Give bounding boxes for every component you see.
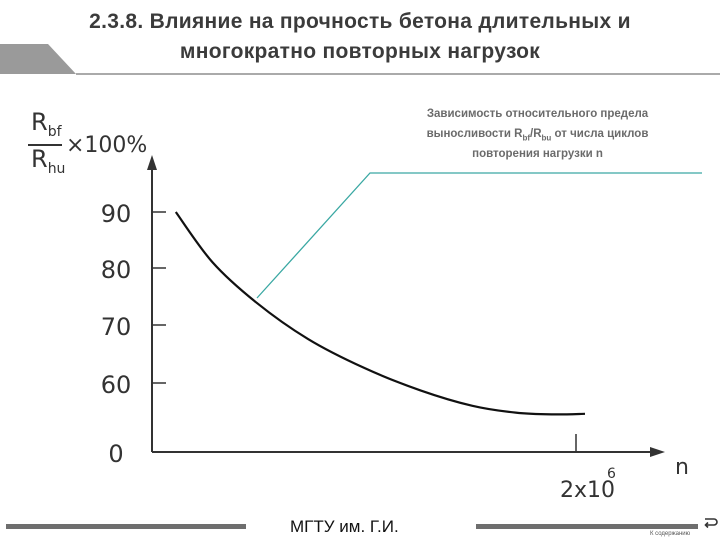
x-tick-label: 2x10: [560, 478, 615, 503]
x-tick-label-exponent: 6: [607, 466, 616, 482]
annotation-sub: bu: [541, 133, 552, 143]
data-curve: [174, 211, 586, 416]
chart-annotation: Зависимость относительного предела вынос…: [385, 104, 690, 164]
y-tick-label: 0: [108, 440, 123, 468]
annotation-line1: Зависимость относительного предела: [426, 108, 649, 120]
x-axis-label: n: [675, 455, 689, 480]
title-block: 2.3.8. Влияние на прочность бетона длите…: [0, 0, 720, 78]
annotation-text: /R: [530, 128, 542, 140]
title-decoration: [0, 44, 720, 75]
annotation-text: от числа циклов: [551, 128, 649, 140]
y-label-sub: bf: [47, 123, 62, 140]
page-title-line2: многократно повторных нагрузок: [179, 40, 541, 63]
return-to-contents-icon[interactable]: [702, 514, 718, 530]
x-axis-arrow: [650, 447, 665, 457]
y-tick-label: 60: [101, 371, 132, 399]
footer-institution: МГТУ им. Г.И.: [290, 517, 399, 536]
y-tick-label: 80: [101, 256, 132, 284]
y-label-numerator: Rbf: [31, 108, 62, 140]
annotation-line3: повторения нагрузки n: [472, 148, 603, 160]
y-tick-label: 70: [101, 313, 132, 341]
footer-contents-label[interactable]: К содержанию: [650, 531, 691, 537]
y-label-denominator: Rhu: [31, 145, 65, 177]
annotation-sub: bf: [522, 133, 531, 143]
annotation-text: выносливости R: [426, 128, 523, 140]
y-tick-label: 90: [101, 200, 132, 228]
page-title-line1: 2.3.8. Влияние на прочность бетона длите…: [89, 10, 631, 33]
y-axis-arrow: [147, 155, 157, 170]
y-label-letter: R: [31, 145, 48, 173]
footer-bar-right: [476, 524, 698, 529]
title-corner-block: [0, 44, 76, 74]
annotation-leader-line: [256, 172, 702, 299]
y-label-fraction-bar: [28, 144, 62, 146]
y-axis-label: Rbf Rhu ×100%: [28, 108, 148, 188]
y-label-sub: hu: [47, 160, 66, 177]
y-label-multiplier: ×100%: [66, 133, 148, 158]
annotation-line2: выносливости Rbf/Rbu от числа циклов: [385, 124, 690, 144]
footer-bar-left: [6, 524, 246, 529]
y-label-letter: R: [31, 108, 48, 136]
